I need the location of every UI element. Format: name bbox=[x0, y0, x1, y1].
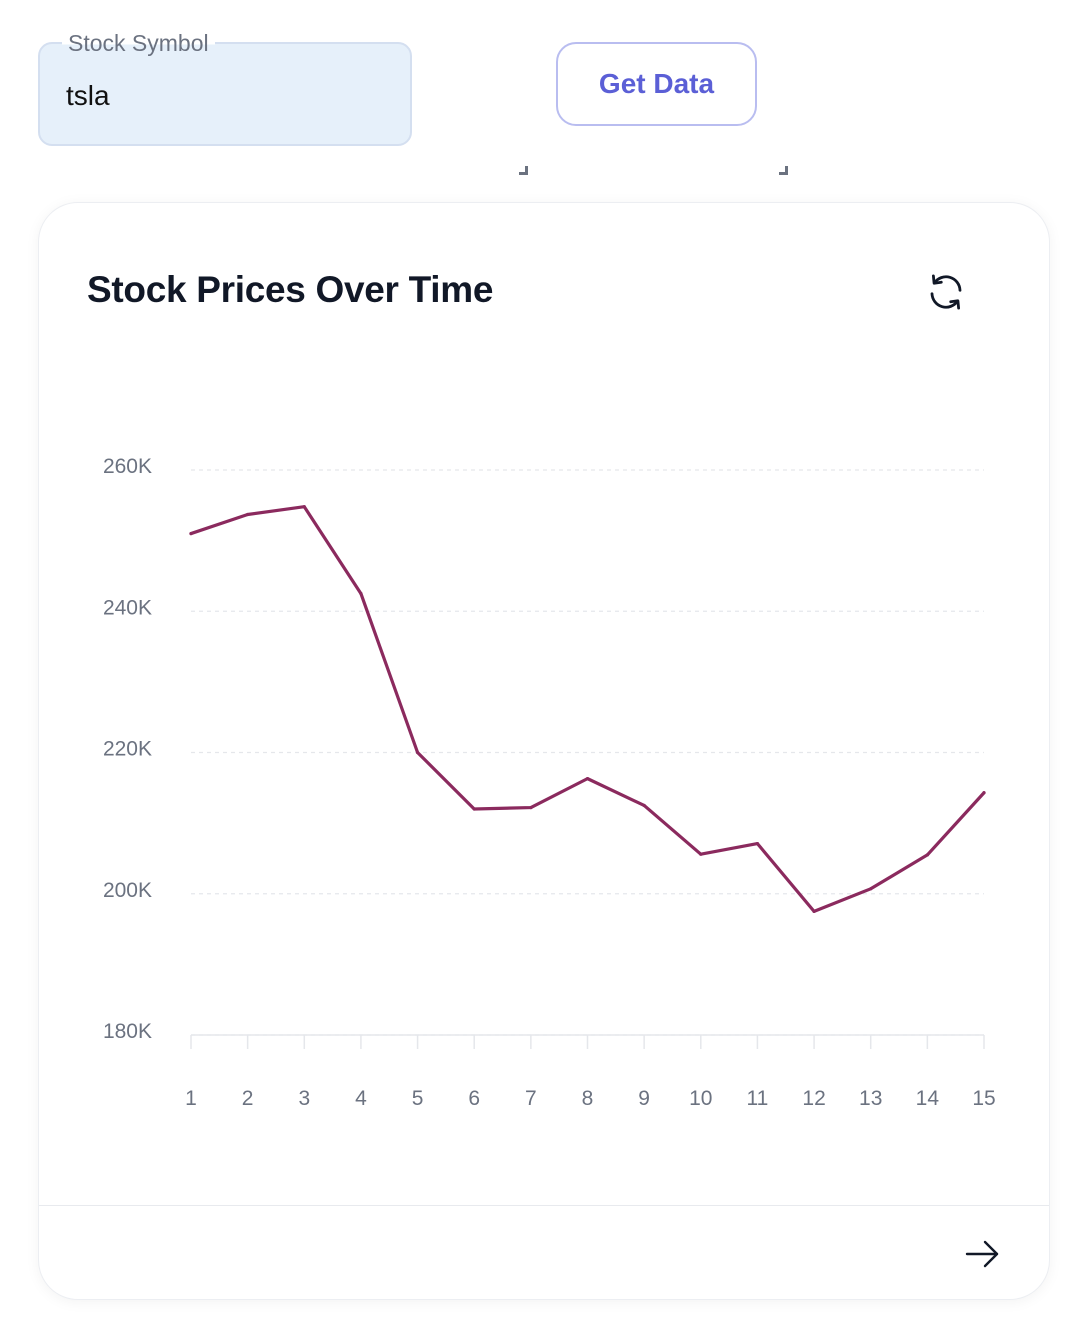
get-data-button[interactable]: Get Data bbox=[556, 42, 757, 126]
next-button[interactable] bbox=[961, 1237, 1003, 1271]
refresh-button[interactable] bbox=[925, 271, 967, 313]
resize-handle-icon bbox=[519, 166, 528, 175]
stock-symbol-label: Stock Symbol bbox=[62, 28, 215, 58]
arrow-right-icon bbox=[965, 1240, 999, 1268]
stock-symbol-field[interactable]: Stock Symbol bbox=[38, 28, 412, 146]
refresh-icon bbox=[930, 274, 962, 310]
card-footer-divider bbox=[39, 1205, 1049, 1206]
stock-symbol-input[interactable] bbox=[66, 76, 386, 116]
resize-handle-icon bbox=[779, 166, 788, 175]
chart-title: Stock Prices Over Time bbox=[87, 269, 494, 310]
chart-card: Stock Prices Over Time bbox=[38, 202, 1050, 1300]
